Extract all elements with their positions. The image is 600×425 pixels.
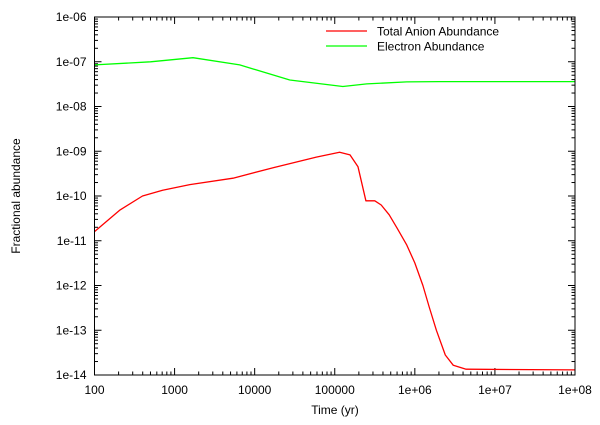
series-line-0: [94, 151, 576, 371]
x-tick-label: 10000: [238, 383, 272, 397]
x-axis-label: Time (yr): [311, 403, 359, 417]
x-tick-label: 1e+08: [558, 383, 592, 397]
y-tick-label: 1e-11: [57, 234, 87, 248]
x-tick-label: 1000: [161, 383, 188, 397]
ticks: [94, 16, 576, 376]
x-tick-label: 1e+06: [398, 383, 432, 397]
x-tick-label: 100: [84, 383, 104, 397]
series-line-1: [94, 57, 575, 88]
y-tick-label: 1e-07: [56, 55, 87, 69]
y-tick-label: 1e-10: [56, 189, 87, 203]
y-axis-label: Fractional abundance: [9, 138, 23, 254]
y-tick-label: 1e-06: [56, 10, 87, 24]
y-tick-label: 1e-13: [56, 323, 87, 337]
y-tick-label: 1e-14: [56, 368, 87, 382]
y-tick-label: 1e-12: [56, 279, 87, 293]
plot-frame: [94, 16, 576, 376]
y-tick-label: 1e-08: [56, 100, 87, 114]
legend-label-1: Electron Abundance: [377, 40, 485, 54]
y-tick-labels: 1e-14 1e-13 1e-12 1e-11 1e-10 1e-09 1e-08 1e-07…: [56, 10, 87, 382]
x-tick-label: 1e+07: [478, 383, 512, 397]
x-tick-label: 100000: [315, 383, 355, 397]
y-tick-label: 1e-09: [56, 144, 87, 158]
series-lines: [94, 57, 576, 371]
x-tick-labels: 100 1000 10000 100000 1e+06 1e+07 1e+08: [84, 383, 592, 397]
legend-label-0: Total Anion Abundance: [377, 25, 499, 39]
